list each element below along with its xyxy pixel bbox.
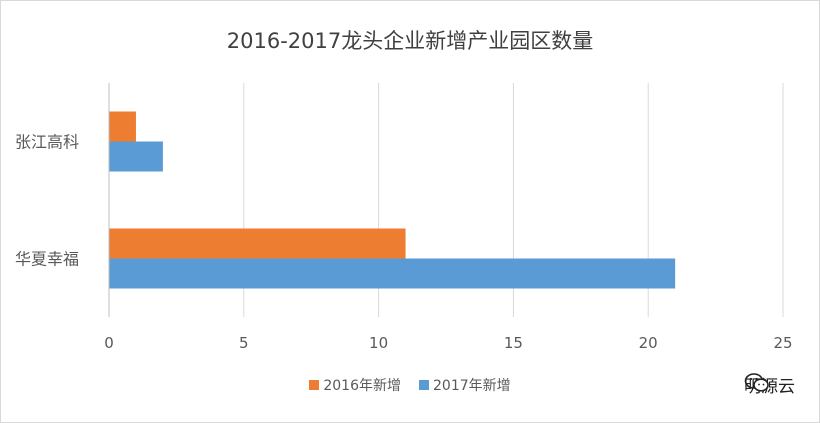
legend-label-2016: 2016年新增 [323,378,401,394]
category-label: 张江高科 [15,133,79,152]
bar-2016 [109,228,406,259]
bar-2017 [109,141,163,172]
bar-2016 [109,111,136,142]
legend-label-2017: 2017年新增 [433,378,511,394]
chart-legend: 2016年新增 2017年新增 [1,375,819,395]
legend-swatch-2016 [309,380,320,390]
x-tick-label: 5 [239,334,249,352]
legend-item-2016: 2016年新增 [309,375,401,395]
x-tick-label: 15 [504,334,523,352]
legend-item-2017: 2017年新增 [419,375,511,395]
chart-title: 2016-2017龙头企业新增产业园区数量 [226,29,594,53]
watermark: 明源云 [744,372,795,397]
wechat-icon [744,373,769,392]
x-tick-label: 0 [104,334,114,352]
category-label: 华夏幸福 [15,250,79,269]
legend-swatch-2017 [419,380,429,390]
x-tick-label: 10 [369,334,388,352]
x-tick-label: 20 [639,334,658,352]
bar-2017 [109,258,676,289]
x-tick-label: 25 [773,334,792,352]
